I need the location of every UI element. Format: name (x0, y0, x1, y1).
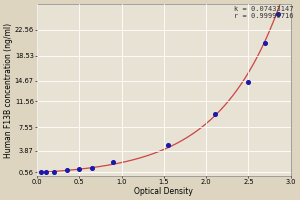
Point (212, 113, 217, 116)
Text: k = 0.07433147
r = 0.99999716: k = 0.07433147 r = 0.99999716 (235, 6, 294, 19)
Point (275, 12, 280, 15)
Point (39, 171, 44, 174)
Point (52, 170, 56, 173)
X-axis label: Optical Density: Optical Density (134, 187, 193, 196)
Point (64, 169, 69, 172)
Point (77, 168, 82, 171)
Point (111, 160, 116, 163)
Y-axis label: Human F13B concentration (ng/ml): Human F13B concentration (ng/ml) (4, 23, 13, 158)
Point (43, 171, 48, 174)
Point (90, 166, 94, 169)
Point (246, 80, 251, 84)
Point (263, 41, 268, 45)
Point (166, 143, 170, 146)
